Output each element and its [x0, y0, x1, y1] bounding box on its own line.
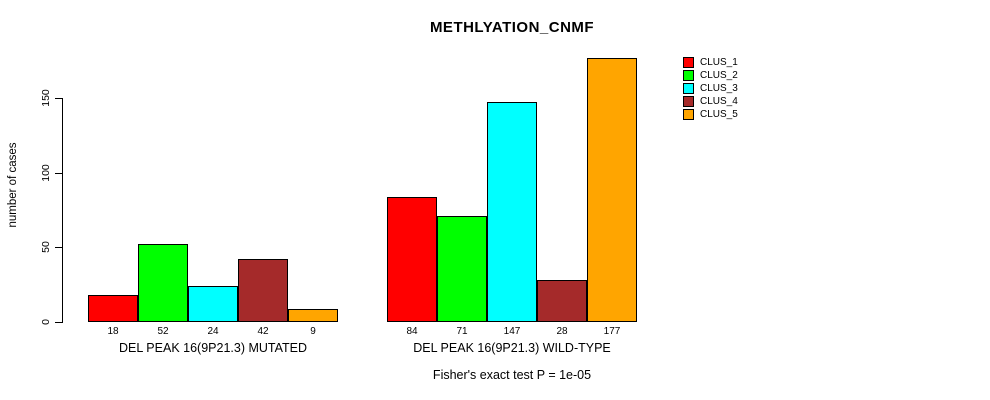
group-label-2: DEL PEAK 16(9P21.3) WILD-TYPE — [413, 341, 611, 355]
y-axis-line — [62, 98, 63, 323]
legend-swatch-clus_3 — [683, 83, 694, 94]
legend-label-clus_4: CLUS_4 — [700, 96, 738, 107]
bar-clus_2-group1 — [138, 244, 188, 322]
legend-swatch-clus_4 — [683, 96, 694, 107]
legend-swatch-clus_2 — [683, 70, 694, 81]
fisher-test-annotation: Fisher's exact test P = 1e-05 — [432, 368, 592, 382]
y-tick-label: 0 — [40, 319, 52, 325]
y-tick-label: 100 — [40, 163, 52, 182]
bar-value-label: 147 — [503, 326, 521, 337]
y-tick-label: 50 — [40, 241, 52, 254]
legend-label-clus_3: CLUS_3 — [700, 83, 738, 94]
legend-swatch-clus_1 — [683, 57, 694, 68]
legend-swatch-clus_5 — [683, 109, 694, 120]
bar-value-label: 28 — [556, 326, 568, 337]
bar-value-label: 71 — [456, 326, 468, 337]
bar-clus_1-group1 — [88, 295, 138, 322]
y-tick-mark — [55, 98, 62, 99]
legend-item-clus_2: CLUS_2 — [683, 69, 738, 82]
bar-clus_4-group1 — [238, 259, 288, 322]
y-tick-mark — [55, 247, 62, 249]
y-tick-label: 150 — [40, 89, 52, 107]
bar-clus_1-group2 — [387, 197, 437, 322]
bar-clus_5-group2 — [587, 58, 637, 322]
bar-value-label: 84 — [406, 326, 418, 337]
legend-item-clus_3: CLUS_3 — [683, 82, 738, 95]
bar-clus_3-group2 — [487, 102, 537, 322]
bar-value-label: 9 — [310, 326, 316, 337]
bar-clus_3-group1 — [188, 286, 238, 322]
legend-item-clus_1: CLUS_1 — [683, 56, 738, 69]
y-axis-label: number of cases — [7, 142, 19, 228]
legend: CLUS_1 CLUS_2 CLUS_3 CLUS_4 CLUS_5 — [683, 56, 738, 121]
bar-value-label: 24 — [207, 326, 219, 337]
legend-label-clus_5: CLUS_5 — [700, 109, 738, 120]
legend-label-clus_2: CLUS_2 — [700, 70, 738, 81]
legend-item-clus_5: CLUS_5 — [683, 108, 738, 121]
y-tick-mark — [55, 172, 62, 174]
group-label-1: DEL PEAK 16(9P21.3) MUTATED — [118, 341, 308, 355]
y-tick-mark — [55, 322, 62, 323]
chart-title: METHLYATION_CNMF — [429, 19, 595, 36]
bar-value-label: 18 — [107, 326, 119, 337]
bar-clus_5-group1 — [288, 309, 338, 322]
legend-label-clus_1: CLUS_1 — [700, 57, 738, 68]
bar-clus_4-group2 — [537, 280, 587, 322]
legend-item-clus_4: CLUS_4 — [683, 95, 738, 108]
bar-value-label: 177 — [603, 326, 621, 337]
bar-clus_2-group2 — [437, 216, 487, 322]
bar-value-label: 42 — [257, 326, 269, 337]
bar-value-label: 52 — [157, 326, 169, 337]
